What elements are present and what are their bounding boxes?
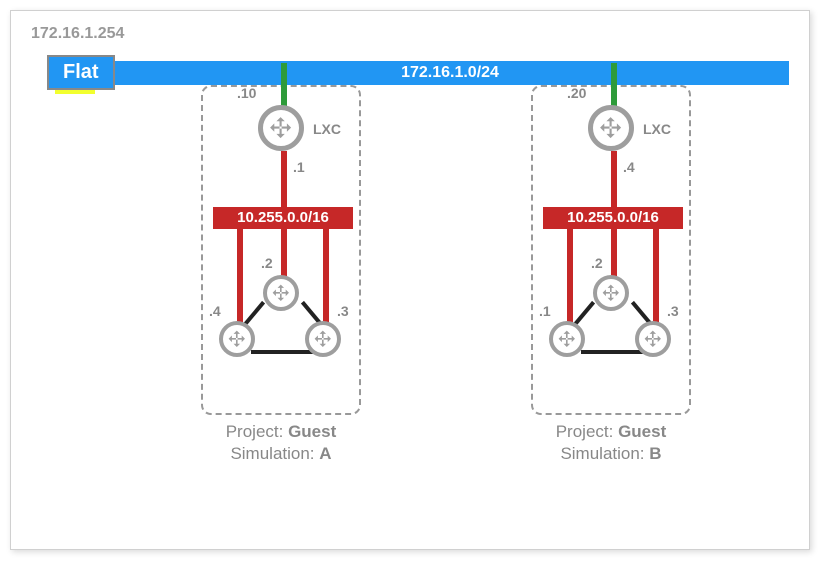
drop-mid-b (611, 229, 617, 279)
router-icon (219, 321, 255, 357)
router-icon (588, 105, 634, 151)
router-arrows-icon (271, 283, 291, 303)
uplink-host-a: .10 (237, 85, 256, 101)
flat-badge-label: Flat (63, 61, 99, 83)
router-icon (305, 321, 341, 357)
uplink-line-a (281, 63, 287, 107)
drop-right-b (653, 229, 659, 325)
lxc-inner-b: .4 (623, 159, 635, 175)
router-icon (263, 275, 299, 311)
gateway-ip-label: 172.16.1.254 (31, 25, 124, 43)
lxc-inner-a: .1 (293, 159, 305, 175)
project-b: Guest (618, 422, 666, 441)
router-arrows-icon (601, 283, 621, 303)
router-icon (549, 321, 585, 357)
node-top-b: .2 (591, 255, 603, 271)
uplink-line-b (611, 63, 617, 107)
edge-bottom-b (581, 350, 645, 354)
lxc-label-a: LXC (313, 121, 341, 137)
drop-left-b (567, 229, 573, 325)
node-left-b: .1 (539, 303, 551, 319)
router-icon (593, 275, 629, 311)
drop-mid-a (281, 229, 287, 279)
inner-network-bar-a: 10.255.0.0/16 (213, 207, 353, 229)
lxc-label-b: LXC (643, 121, 671, 137)
drop-right-a (323, 229, 329, 325)
node-right-b: .3 (667, 303, 679, 319)
drop-left-a (237, 229, 243, 325)
inner-network-bar-b: 10.255.0.0/16 (543, 207, 683, 229)
caption-b: Project: Guest Simulation: B (511, 421, 711, 465)
simname-b: B (649, 444, 661, 463)
project-a: Guest (288, 422, 336, 441)
node-top-a: .2 (261, 255, 273, 271)
node-right-a: .3 (337, 303, 349, 319)
simulation-group-b: .20 LXC .4 10.255.0.0/16 .2 .1 .3 (531, 85, 691, 415)
router-icon (258, 105, 304, 151)
simulation-group-a: .10 LXC .1 10.255.0.0/16 (201, 85, 361, 415)
caption-a: Project: Guest Simulation: A (181, 421, 381, 465)
flat-network-bar: 172.16.1.0/24 (111, 61, 789, 85)
edge-bottom-a (251, 350, 315, 354)
router-arrows-icon (227, 329, 247, 349)
router-arrows-icon (643, 329, 663, 349)
router-arrows-icon (557, 329, 577, 349)
lxc-link-b (611, 151, 617, 209)
router-arrows-icon (598, 115, 623, 140)
router-icon (635, 321, 671, 357)
router-arrows-icon (268, 115, 293, 140)
uplink-host-b: .20 (567, 85, 586, 101)
diagram-panel: 172.16.1.254 Flat 172.16.1.0/24 .10 LXC … (10, 10, 810, 550)
simname-a: A (319, 444, 331, 463)
lxc-link-a (281, 151, 287, 209)
node-left-a: .4 (209, 303, 221, 319)
flat-network-badge: Flat (47, 55, 115, 90)
router-arrows-icon (313, 329, 333, 349)
